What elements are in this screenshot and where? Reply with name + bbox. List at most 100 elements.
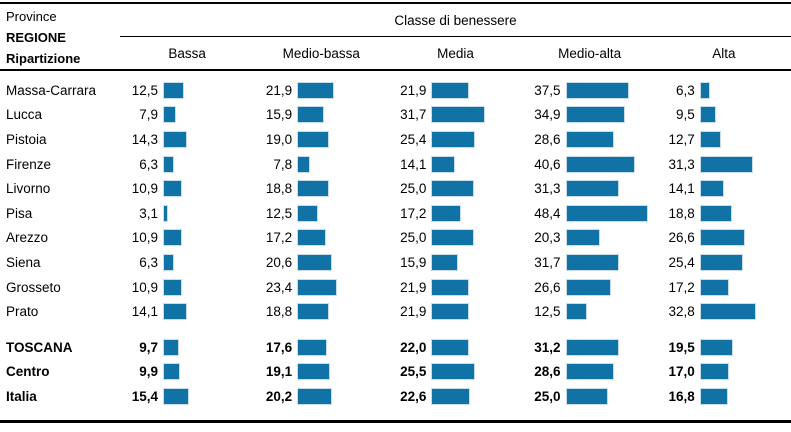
cell-value: 15,9: [400, 254, 427, 270]
table-row-grosseto: Grosseto 10,9 23,4 21,9 26,6 17,2: [0, 275, 791, 300]
data-cell: 23,4: [254, 278, 388, 296]
data-cell: 7,8: [254, 155, 388, 173]
cell-value: 26,6: [534, 279, 561, 295]
value-bar: [565, 204, 648, 222]
cell-value: 7,8: [273, 156, 293, 172]
cell-value: 6,3: [675, 82, 695, 98]
value-bar: [565, 155, 635, 173]
table-row-siena: Siena 6,3 20,6 15,9 31,7 25,4: [0, 250, 791, 275]
data-cell: 31,2: [523, 338, 657, 356]
cell-value: 15,9: [265, 107, 293, 123]
cell-value: 25,5: [400, 364, 427, 380]
table-body: Massa-Carrara 12,5 21,9 21,9 37,5 6,3 Lucca 7,9…: [0, 71, 791, 409]
row-label: Grosseto: [6, 279, 61, 295]
value-bar: [699, 387, 729, 405]
value-bar: [699, 229, 745, 247]
value-bar: [565, 253, 620, 271]
cell-value: 20,6: [265, 254, 293, 270]
value-bar: [297, 155, 311, 173]
value-bar: [163, 387, 190, 405]
value-bar: [431, 155, 456, 173]
cell-value: 25,0: [534, 388, 561, 404]
data-cell: 25,0: [388, 180, 522, 198]
value-bar: [431, 278, 469, 296]
cell-value: 25,4: [668, 254, 695, 270]
value-bar: [163, 130, 188, 148]
value-bar: [163, 363, 180, 381]
data-cell: 19,1: [254, 363, 388, 381]
cell-value: 10,9: [131, 279, 158, 295]
data-cell: 25,4: [657, 253, 791, 271]
cell-value: 32,8: [668, 304, 695, 320]
wellbeing-class-table: Province REGIONE Ripartizione Classe di …: [0, 2, 791, 423]
data-cell: 31,7: [523, 253, 657, 271]
value-bar: [565, 106, 625, 124]
value-bar: [565, 387, 609, 405]
cell-value: 18,8: [265, 181, 293, 197]
row-label: Lucca: [6, 107, 43, 123]
cell-value: 48,4: [534, 205, 561, 221]
cell-value: 18,8: [668, 205, 695, 221]
table-row-lucca: Lucca 7,9 15,9 31,7 34,9 9,5: [0, 103, 791, 128]
row-label: Italia: [6, 388, 37, 404]
table-row-pisa: Pisa 3,1 12,5 17,2 48,4 18,8: [0, 201, 791, 226]
row-label: Massa-Carrara: [6, 82, 97, 98]
data-cell: 6,3: [657, 81, 791, 99]
data-cell: 14,1: [120, 303, 254, 321]
value-bar: [297, 106, 325, 124]
table-row-pistoia: Pistoia 14,3 19,0 25,4 28,6 12,7: [0, 127, 791, 152]
cell-value: 14,1: [131, 304, 158, 320]
data-cell: 12,5: [254, 204, 388, 222]
cell-value: 23,4: [265, 279, 293, 295]
data-cell: 21,9: [254, 81, 388, 99]
data-cell: 12,7: [657, 130, 791, 148]
row-label: Livorno: [6, 181, 51, 197]
value-bar: [565, 229, 601, 247]
value-bar: [565, 180, 619, 198]
value-bar: [699, 130, 722, 148]
value-bar: [565, 303, 587, 321]
value-bar: [431, 363, 475, 381]
data-cell: 17,2: [254, 229, 388, 247]
value-bar: [699, 253, 743, 271]
table-header: Province REGIONE Ripartizione Classe di …: [0, 4, 791, 71]
data-cell: 9,5: [657, 106, 791, 124]
cell-value: 17,0: [668, 364, 695, 380]
data-cell: 17,0: [657, 363, 791, 381]
data-cell: 37,5: [523, 81, 657, 99]
cell-value: 17,2: [668, 279, 695, 295]
corner-line-province: Province: [6, 9, 57, 24]
data-cell: 20,6: [254, 253, 388, 271]
cell-value: 26,6: [668, 230, 695, 246]
group-header-classe-di-benessere: Classe di benessere: [120, 4, 791, 37]
value-bar: [297, 363, 330, 381]
cell-value: 21,9: [400, 82, 427, 98]
value-bar: [565, 278, 611, 296]
data-cell: 19,0: [254, 130, 388, 148]
cell-value: 25,4: [400, 131, 427, 147]
cell-value: 9,9: [139, 364, 158, 380]
cell-value: 25,0: [400, 230, 427, 246]
cell-value: 25,0: [400, 181, 427, 197]
value-bar: [163, 338, 180, 356]
data-cell: 18,8: [254, 303, 388, 321]
value-bar: [431, 229, 474, 247]
row-label: Firenze: [6, 156, 52, 172]
value-bar: [699, 303, 756, 321]
value-bar: [297, 180, 330, 198]
data-cell: 21,9: [388, 81, 522, 99]
data-cell: 19,5: [657, 338, 791, 356]
value-bar: [565, 338, 619, 356]
data-cell: 25,5: [388, 363, 522, 381]
data-cell: 6,3: [120, 253, 254, 271]
cell-value: 7,9: [139, 107, 158, 123]
cell-value: 3,1: [139, 205, 158, 221]
cell-value: 17,2: [265, 230, 293, 246]
cell-value: 12,5: [534, 304, 561, 320]
column-header-medio-bassa: Medio-bassa: [282, 45, 360, 61]
cell-value: 9,7: [139, 339, 158, 355]
value-bar: [297, 338, 328, 356]
value-bar: [163, 303, 187, 321]
data-cell: 15,9: [254, 106, 388, 124]
data-cell: 32,8: [657, 303, 791, 321]
